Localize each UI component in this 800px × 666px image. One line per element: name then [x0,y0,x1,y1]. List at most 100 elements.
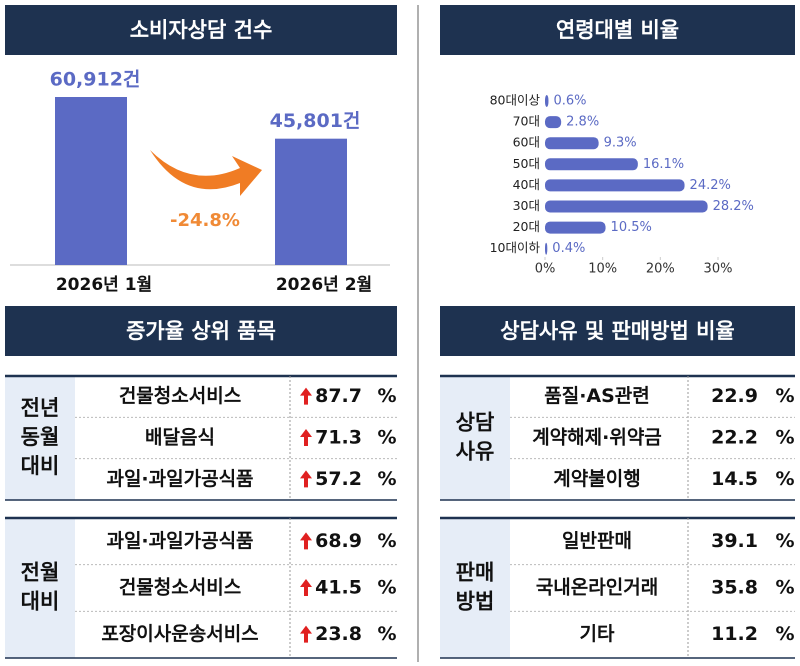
unit-text: % [775,468,794,490]
unit-text: % [775,530,794,552]
category-label: 40대 [513,177,540,192]
section-header [5,5,397,55]
section-title: 증가율 상위 품목 [126,319,276,343]
group-label: 동월 [21,425,60,449]
value-text: 35.8 [711,577,758,599]
value-text: 41.5 [315,577,362,599]
unit-text: % [775,577,794,599]
unit-text: % [775,427,794,449]
increase-arrow [300,532,312,550]
value-text: 87.7 [315,385,362,407]
value-text: 57.2 [315,468,362,490]
unit-text: % [775,623,794,645]
item-label: 기타 [580,623,615,645]
value-text: 14.5 [711,468,758,490]
x-tick-label: 20% [646,262,675,277]
unit-text: % [377,577,396,599]
item-label: 과일·과일가공식품 [106,530,253,552]
increase-arrow [300,625,312,643]
item-label: 포장이사운송서비스 [101,623,258,645]
item-label: 품질·AS관련 [544,385,650,407]
increase-arrow [300,387,312,405]
section-header [440,306,795,356]
decrease-arrow [150,150,262,196]
group-label: 상담 [456,411,495,435]
value-text: 22.9 [711,385,758,407]
value-label: 9.3% [604,136,637,151]
group-label: 대비 [21,454,60,478]
value-label: 28.2% [713,199,754,214]
group-label: 전년 [21,396,60,420]
item-label: 과일·과일가공식품 [106,468,253,490]
group-cell [5,518,75,658]
x-tick-label: 10% [588,262,617,277]
item-label: 계약불이행 [553,468,640,490]
group-cell [5,376,75,500]
bar [545,221,606,234]
item-label: 건물청소서비스 [119,385,241,407]
section-title: 소비자상담 건수 [130,18,273,42]
unit-text: % [775,385,794,407]
bar [55,97,127,265]
bar [545,95,549,107]
value-label: 0.4% [552,241,585,256]
section-header [440,5,795,55]
increase-arrow [300,579,312,596]
section-header [5,306,397,356]
category-label: 2026년 2월 [276,275,372,295]
section-title: 연령대별 비율 [556,18,679,42]
increase-arrow [300,470,312,488]
x-tick-label: 0% [535,262,556,277]
item-label: 배달음식 [145,427,215,449]
value-label: 45,801건 [270,110,361,132]
category-label: 20대 [513,219,540,234]
item-label: 일반판매 [562,530,632,552]
value-label: 60,912건 [50,69,141,91]
unit-text: % [377,623,396,645]
annotation: -24.8% [170,210,240,231]
value-text: 23.8 [315,623,362,645]
section-title: 상담사유 및 판매방법 비율 [500,319,734,343]
value-text: 71.3 [315,427,362,449]
group-label: 대비 [21,590,60,614]
category-label: 2026년 1월 [56,275,152,295]
x-tick-label: 30% [704,262,733,277]
unit-text: % [377,385,396,407]
bar [545,116,562,129]
bar [275,138,347,265]
value-text: 22.2 [711,427,758,449]
category-label: 30대 [513,198,540,213]
group-cell [440,376,510,500]
value-text: 11.2 [711,623,758,645]
bar [545,179,685,192]
value-text: 68.9 [315,530,362,552]
item-label: 계약해제·위약금 [532,427,662,449]
value-label: 2.8% [566,115,599,130]
bar [545,158,638,171]
group-cell [440,518,510,658]
category-label: 80대이상 [490,93,541,108]
group-label: 사유 [456,440,495,464]
category-label: 60대 [513,135,540,150]
group-label: 전월 [21,561,60,585]
value-label: 24.2% [690,178,731,193]
bar [545,242,548,255]
increase-arrow [300,429,312,446]
bar [545,137,599,150]
category-label: 70대 [513,114,540,129]
category-label: 10대이하 [490,240,541,255]
bar [545,200,708,213]
value-label: 16.1% [643,157,684,172]
group-label: 방법 [456,590,495,614]
value-label: 10.5% [611,220,652,235]
item-label: 국내온라인거래 [536,577,658,599]
category-label: 50대 [513,156,540,171]
unit-text: % [377,427,396,449]
value-text: 39.1 [711,530,758,552]
unit-text: % [377,530,396,552]
item-label: 건물청소서비스 [119,577,241,599]
unit-text: % [377,468,396,490]
value-label: 0.6% [553,94,586,109]
